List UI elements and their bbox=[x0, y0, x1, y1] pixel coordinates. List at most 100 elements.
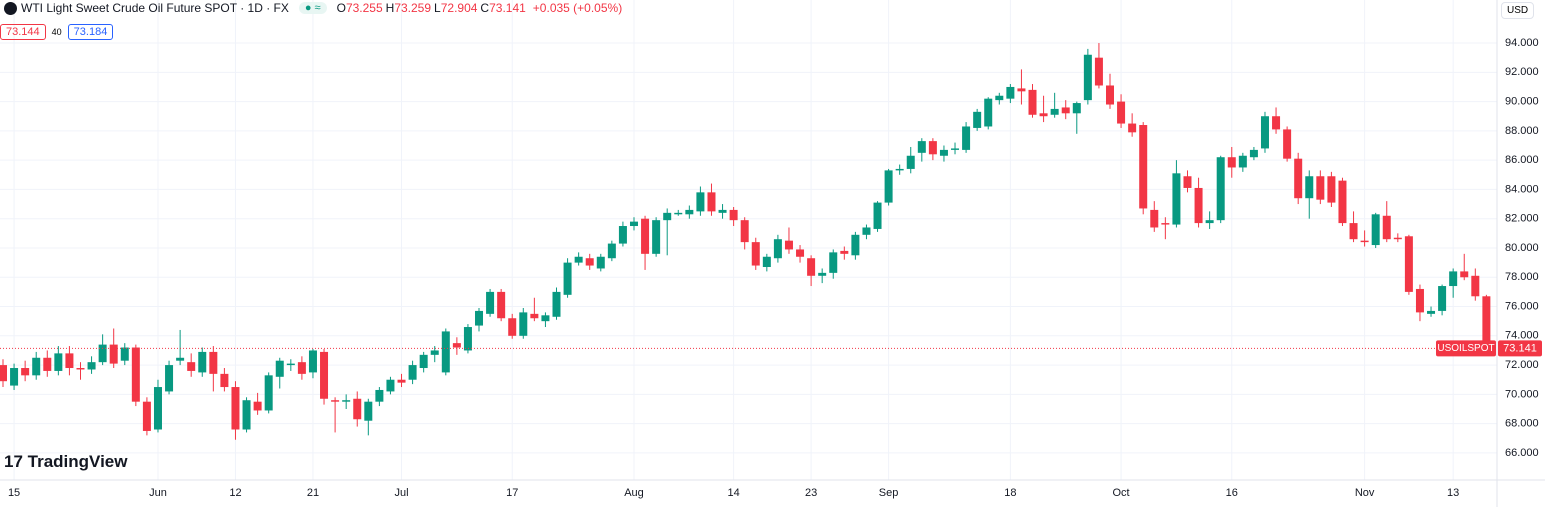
candle-body bbox=[475, 310, 484, 326]
ohlc-values: O73.255 H73.259 L72.904 C73.141 bbox=[337, 1, 529, 15]
x-tick-label: Jun bbox=[149, 487, 167, 499]
candle-body bbox=[231, 387, 240, 430]
x-tick-label: Jul bbox=[394, 487, 408, 499]
brand: 17 TradingView bbox=[4, 452, 127, 472]
spread: 40 bbox=[51, 27, 62, 37]
candle-body bbox=[1427, 310, 1436, 314]
candle-body bbox=[729, 209, 738, 221]
candle-body bbox=[895, 168, 904, 171]
candle-body bbox=[198, 351, 207, 373]
candle-body bbox=[353, 398, 362, 420]
candle-body bbox=[1404, 236, 1413, 292]
x-tick-label: 15 bbox=[8, 487, 20, 499]
ohlc-value: 73.255 bbox=[345, 1, 383, 15]
y-tick-label: 68.000 bbox=[1505, 418, 1539, 430]
x-tick-label: Nov bbox=[1355, 487, 1375, 499]
candle-body bbox=[364, 401, 373, 421]
ohlc-key: C bbox=[480, 1, 490, 15]
candle-body bbox=[818, 272, 827, 276]
y-tick-label: 78.000 bbox=[1505, 271, 1539, 283]
candle-body bbox=[441, 331, 450, 373]
candle-body bbox=[840, 250, 849, 254]
candle-body bbox=[1205, 220, 1214, 224]
x-tick-label: Sep bbox=[879, 487, 899, 499]
candle-body bbox=[652, 220, 661, 254]
candle-body bbox=[984, 98, 993, 127]
candle-body bbox=[220, 373, 229, 388]
candle-body bbox=[1183, 176, 1192, 188]
candle-body bbox=[10, 368, 19, 386]
candle-body bbox=[1415, 288, 1424, 313]
candle-body bbox=[563, 262, 572, 295]
candle-body bbox=[629, 221, 638, 227]
y-tick-label: 80.000 bbox=[1505, 242, 1539, 254]
candle-body bbox=[131, 347, 140, 402]
ohlc-value: 72.904 bbox=[440, 1, 478, 15]
y-tick-label: 72.000 bbox=[1505, 359, 1539, 371]
candle-body bbox=[829, 252, 838, 273]
candle-body bbox=[1382, 215, 1391, 240]
candle-body bbox=[674, 212, 683, 215]
bid[interactable]: 73.144 bbox=[0, 24, 46, 40]
candle-body bbox=[1161, 223, 1170, 225]
candle-body bbox=[1216, 157, 1225, 221]
market-status[interactable]: ● ≈ bbox=[298, 2, 327, 14]
candle-body bbox=[1249, 149, 1258, 158]
candle-body bbox=[286, 363, 295, 366]
candle-body bbox=[1194, 187, 1203, 224]
candle-body bbox=[430, 350, 439, 355]
candle-body bbox=[596, 256, 605, 269]
y-tick-label: 84.000 bbox=[1505, 183, 1539, 195]
x-tick-label: 16 bbox=[1226, 487, 1238, 499]
candle-body bbox=[1083, 54, 1092, 101]
candle-body bbox=[242, 400, 251, 430]
candle-body bbox=[618, 226, 627, 244]
candle-body bbox=[807, 258, 816, 276]
candle-body bbox=[574, 256, 583, 263]
candle-body bbox=[951, 148, 960, 150]
candle-body bbox=[1283, 129, 1292, 159]
candle-body bbox=[995, 95, 1004, 101]
brand-logo: 17 bbox=[4, 452, 28, 471]
candle-body bbox=[1327, 176, 1336, 203]
candle-body bbox=[120, 347, 129, 361]
y-tick-label: 76.000 bbox=[1505, 300, 1539, 312]
x-tick-label: 12 bbox=[229, 487, 241, 499]
change: +0.035 (+0.05%) bbox=[532, 1, 623, 15]
candle-body bbox=[1272, 116, 1281, 130]
candle-body bbox=[1094, 57, 1103, 86]
x-tick-label: 17 bbox=[506, 487, 518, 499]
candle-body bbox=[308, 350, 317, 373]
candle-body bbox=[54, 353, 63, 371]
candle-body bbox=[541, 315, 550, 322]
y-tick-label: 82.000 bbox=[1505, 213, 1539, 225]
ohlc-value: 73.259 bbox=[394, 1, 432, 15]
candle-body bbox=[1106, 85, 1114, 105]
candle-body bbox=[1438, 286, 1447, 311]
ask[interactable]: 73.184 bbox=[67, 24, 114, 40]
candle-body bbox=[1371, 214, 1380, 246]
candle-body bbox=[32, 357, 41, 376]
x-tick-label: 21 bbox=[307, 487, 319, 499]
currency[interactable]: USD bbox=[1501, 2, 1535, 19]
candle-body bbox=[973, 111, 982, 128]
x-tick-label: 18 bbox=[1004, 487, 1016, 499]
candle-body bbox=[1227, 157, 1236, 168]
candle-body bbox=[718, 209, 727, 213]
candle-body bbox=[21, 368, 30, 376]
candle-body bbox=[751, 242, 760, 266]
y-tick-label: 86.000 bbox=[1505, 154, 1539, 166]
y-tick-label: 70.000 bbox=[1505, 388, 1539, 400]
candle-body bbox=[784, 240, 793, 250]
x-tick-label: Aug bbox=[624, 487, 644, 499]
candle-body bbox=[1128, 123, 1137, 133]
symbol-label: USOILSPOT bbox=[1437, 343, 1494, 354]
candle-body bbox=[607, 243, 616, 259]
candle-body bbox=[1360, 240, 1369, 243]
candle-body bbox=[1471, 275, 1480, 297]
candle-body bbox=[884, 170, 893, 203]
y-tick-label: 94.000 bbox=[1505, 37, 1539, 49]
candle-body bbox=[519, 312, 528, 336]
candle-body bbox=[1061, 107, 1070, 114]
